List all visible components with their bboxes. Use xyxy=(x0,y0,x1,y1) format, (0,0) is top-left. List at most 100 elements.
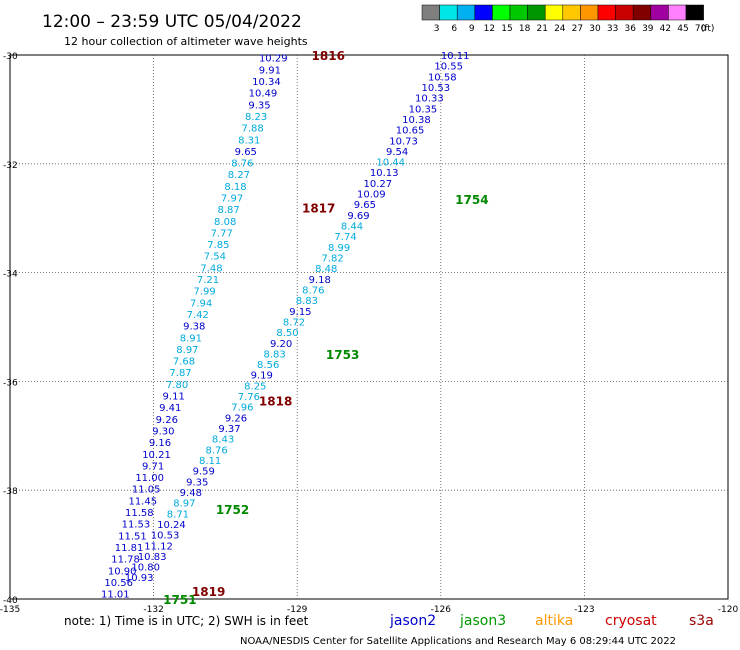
wave-height-value: 9.48 xyxy=(180,488,202,499)
wave-height-value: 7.82 xyxy=(322,254,344,265)
satellite-s3a: s3a xyxy=(689,613,714,629)
wave-height-value: 8.83 xyxy=(296,296,318,307)
wave-height-value: 9.20 xyxy=(270,339,292,350)
wave-height-value: 8.97 xyxy=(176,345,198,356)
wave-height-value: 8.76 xyxy=(231,159,253,170)
colorbar-cell xyxy=(685,4,704,21)
wave-height-value: 7.21 xyxy=(197,275,219,286)
wave-height-value: 7.87 xyxy=(169,368,191,379)
colorbar-cell xyxy=(650,4,669,21)
wave-height-value: 7.77 xyxy=(211,228,233,239)
wave-height-value: 9.16 xyxy=(149,438,171,449)
pass-label-1817: 1817 xyxy=(302,201,335,215)
x-tick-label: -126 xyxy=(431,605,452,615)
colorbar-cell xyxy=(527,4,546,21)
plot-frame xyxy=(9,54,729,600)
wave-height-value: 7.54 xyxy=(204,252,226,263)
colorbar-label: 15 xyxy=(501,24,512,34)
satellite-legend: jason2 jason3 altika cryosat s3a xyxy=(389,613,714,629)
wave-height-value: 11.78 xyxy=(111,555,140,566)
colorbar-label: (ft) xyxy=(701,24,715,34)
y-tick-label: -36 xyxy=(3,378,18,388)
wave-height-value: 11.01 xyxy=(101,590,130,601)
colorbar-label: 18 xyxy=(519,24,531,34)
wave-height-value: 7.85 xyxy=(207,240,229,251)
y-tick-label: -30 xyxy=(3,52,18,62)
wave-height-value: 7.99 xyxy=(193,287,215,298)
satellite-altika: altika xyxy=(535,613,573,629)
wave-height-value: 8.27 xyxy=(228,170,250,181)
wave-height-value: 9.35 xyxy=(186,477,208,488)
colorbar-cell xyxy=(492,4,511,21)
colorbar-cell xyxy=(632,4,652,21)
colorbar-cell xyxy=(439,4,458,21)
wave-height-value: 9.26 xyxy=(225,413,247,424)
y-tick-label: -40 xyxy=(3,596,18,606)
wave-height-value: 10.56 xyxy=(104,578,133,589)
wave-height-value: 9.11 xyxy=(163,392,185,403)
x-tick-label: -135 xyxy=(0,605,20,615)
wave-height-value: 8.50 xyxy=(276,328,298,339)
wave-height-value: 9.69 xyxy=(347,211,369,222)
colorbar-label: 30 xyxy=(589,24,601,34)
colorbar-cell xyxy=(456,4,476,21)
wave-height-value: 10.53 xyxy=(421,83,450,94)
wave-height-value: 10.24 xyxy=(157,520,186,531)
wave-height-value: 10.73 xyxy=(389,136,418,147)
wave-height-value: 11.81 xyxy=(115,543,144,554)
colorbar-label: 9 xyxy=(469,24,475,34)
wave-height-value: 8.97 xyxy=(173,499,195,510)
colorbar-cell xyxy=(474,4,493,21)
wave-height-value: 7.94 xyxy=(190,298,212,309)
colorbar-label: 39 xyxy=(642,24,654,34)
wave-height-value: 9.59 xyxy=(193,467,215,478)
wave-height-value: 11.45 xyxy=(128,496,157,507)
grid xyxy=(10,55,728,599)
satellite-jason2: jason2 xyxy=(389,613,436,629)
pass-label-1752: 1752 xyxy=(216,503,249,517)
wave-height-value: 8.23 xyxy=(245,112,267,123)
satellite-cryosat: cryosat xyxy=(605,613,657,629)
wave-height-value: 10.09 xyxy=(357,190,386,201)
wave-height-value: 7.96 xyxy=(231,403,253,414)
wave-height-value: 8.72 xyxy=(283,317,305,328)
wave-height-value: 7.68 xyxy=(173,357,195,368)
wave-height-value: 8.31 xyxy=(238,135,260,146)
colorbar-label: 36 xyxy=(624,24,636,34)
colorbar: 3 6 9 12 15 18 21 24 27 30 33 36 39 42 45 70(ft) xyxy=(421,4,715,34)
colorbar-cell xyxy=(421,4,440,21)
colorbar-label: 3 xyxy=(434,24,440,34)
x-tick-label: -132 xyxy=(143,605,163,615)
footer-note: note: 1) Time is in UTC; 2) SWH is in fe… xyxy=(64,614,309,628)
wave-height-value: 7.88 xyxy=(242,124,264,135)
wave-height-value: 8.91 xyxy=(180,333,202,344)
wave-height-value: 8.25 xyxy=(244,381,266,392)
wave-height-value: 8.43 xyxy=(212,435,234,446)
pass-label-1751: 1751 xyxy=(163,593,196,607)
colorbar-label: 70 xyxy=(695,24,707,34)
wave-height-value: 10.29 xyxy=(259,54,288,65)
pass-label-1816: 1816 xyxy=(312,49,345,63)
colorbar-label: 42 xyxy=(660,24,671,34)
wave-height-value: 11.53 xyxy=(122,520,151,531)
colorbar-cell xyxy=(597,4,616,21)
wave-height-value: 9.35 xyxy=(248,100,270,111)
axis-ticks: -135 -132 -129 -126 -123 -120 -30 -32 -34 -36 -38 -… xyxy=(0,52,738,615)
chart-title: 12:00 – 23:59 UTC 05/04/2022 xyxy=(42,12,302,32)
wave-height-value: 7.80 xyxy=(166,380,188,391)
wave-height-value: 10.93 xyxy=(125,573,154,584)
wave-height-value: 8.08 xyxy=(214,217,236,228)
wave-height-value: 11.58 xyxy=(125,508,154,519)
wave-height-value: 10.65 xyxy=(396,126,425,137)
wave-height-value: 11.00 xyxy=(135,473,164,484)
wave-height-value: 10.49 xyxy=(249,89,278,100)
wave-height-value: 8.83 xyxy=(264,349,286,360)
wave-height-value: 11.12 xyxy=(144,541,173,552)
wave-height-value: 7.42 xyxy=(187,310,209,321)
pass-labels: 1816 1817 1818 1819 1754 1753 1752 1751 xyxy=(163,49,488,607)
pass-label-1754: 1754 xyxy=(455,193,488,207)
satellite-jason3: jason3 xyxy=(459,613,506,629)
colorbar-label: 12 xyxy=(484,24,495,34)
wave-height-value: 9.15 xyxy=(289,307,311,318)
